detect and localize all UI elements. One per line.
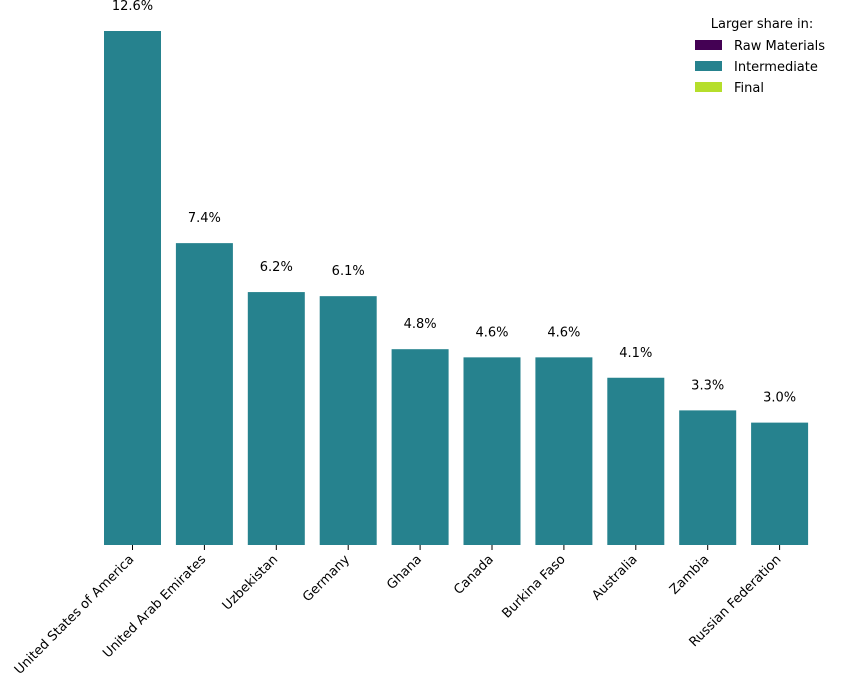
bar [679,410,737,545]
x-tick-label: United States of America [12,552,137,677]
bar-value-label: 7.4% [188,211,221,226]
x-tick-label: Germany [300,552,353,605]
x-tick-label: Ghana [384,552,425,593]
legend-title: Larger share in: [711,17,813,32]
legend-label: Final [734,81,764,96]
x-tick-label: Canada [451,552,497,598]
legend-entries: Raw Materials Intermediate Final [695,39,825,96]
legend: Larger share in: Raw Materials Intermedia… [695,17,825,96]
value-labels-group: 12.6% 7.4% 6.2% 6.1% 4.8% 4.6% 4.6% 4.1% 3.3% 3.0… [112,0,796,406]
legend-label: Raw Materials [734,39,825,54]
bar-value-label: 4.1% [619,346,652,361]
bar [175,243,233,545]
x-tick-label: Australia [589,552,640,603]
x-tick-label: Zambia [667,552,713,598]
bar-value-label: 6.2% [260,260,293,275]
legend-swatch [695,61,722,71]
x-tick-label: Uzbekistan [220,552,281,613]
bar [607,377,665,545]
bar [319,296,377,545]
legend-label: Intermediate [734,60,818,75]
x-tick-label: Burkina Faso [499,552,568,621]
bar [391,349,449,545]
bars-group [104,31,809,545]
bar [751,422,809,545]
bar-value-label: 4.6% [547,325,580,340]
bar-value-label: 4.6% [475,325,508,340]
bar-value-label: 6.1% [332,264,365,279]
bar-value-label: 4.8% [404,317,437,332]
bar [535,357,593,545]
legend-swatch [695,40,722,50]
bar [463,357,521,545]
bar-value-label: 3.0% [763,391,796,406]
bar-value-label: 12.6% [112,0,153,14]
bar-value-label: 3.3% [691,378,724,393]
bar [104,31,161,545]
bar [247,292,305,545]
legend-swatch [695,82,722,92]
